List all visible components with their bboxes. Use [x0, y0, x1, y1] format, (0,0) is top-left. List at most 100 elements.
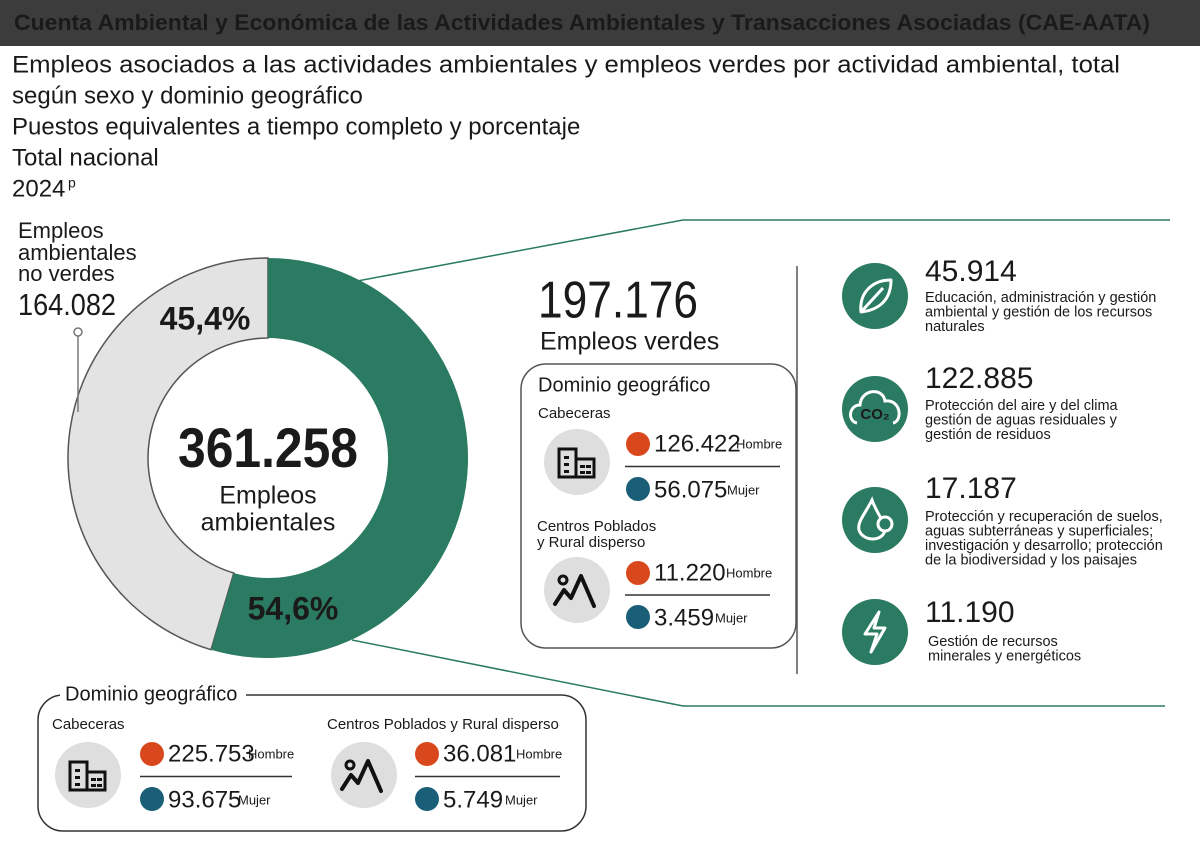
women-label: Mujer [505, 792, 538, 807]
icon-shape [574, 457, 596, 479]
activity-value: 11.190 [925, 596, 1015, 629]
non-green-value: 164.082 [18, 287, 116, 322]
area-name: Centros Poblados [537, 518, 656, 535]
men-value: 36.081 [443, 740, 516, 767]
activity-value: 17.187 [925, 472, 1017, 505]
men-value: 11.220 [654, 559, 726, 586]
icon-shape [97, 784, 102, 787]
men-label: Hombre [516, 746, 562, 761]
women-value: 93.675 [168, 786, 241, 813]
icon-circle [842, 599, 908, 665]
activity-icon [849, 390, 901, 425]
women-label: Mujer [715, 610, 748, 625]
women-dot [626, 477, 650, 501]
leader-dot [73, 327, 83, 337]
activity-icon [857, 496, 894, 541]
icon-shape [75, 769, 80, 772]
activity-description: investigación y desarrollo; protección [925, 538, 1163, 554]
activity-description: Educación, administración y gestión [925, 290, 1156, 306]
icon-shape [859, 278, 893, 314]
women-dot [415, 787, 439, 811]
area-name: Cabeceras [52, 716, 125, 733]
icon-shape [586, 471, 591, 474]
men-dot [140, 742, 164, 766]
area-name: y Rural disperso [537, 534, 645, 551]
domain-box [37, 694, 587, 832]
icon-shape [75, 783, 80, 786]
donut-slice [210, 258, 469, 659]
subtitle-line: Empleos asociados a las actividades ambi… [12, 51, 1120, 78]
men-value: 126.422 [654, 430, 741, 457]
icon-circle [544, 557, 610, 623]
activity-description: minerales y energéticos [928, 648, 1081, 664]
subtitle-line: según sexo y dominio geográfico [12, 82, 363, 109]
zoom-line [351, 219, 1170, 283]
subtitle-year: 2024 [12, 175, 65, 202]
domain-title: Dominio geográfico [65, 683, 237, 705]
activity-description: naturales [925, 319, 985, 335]
mountain-icon [340, 759, 383, 793]
women-value: 56.075 [654, 476, 727, 503]
icon-shape [97, 778, 102, 781]
icon-shape [564, 456, 569, 459]
activity-description: gestión de aguas residuales y [925, 412, 1118, 428]
activity-value: 45.914 [925, 255, 1017, 288]
activity-value: 122.885 [925, 362, 1033, 395]
women-value: 3.459 [654, 604, 714, 631]
icon-label: CO₂ [860, 406, 889, 423]
men-label: Hombre [248, 746, 294, 761]
icon-circle [842, 376, 908, 442]
mountain-icon [553, 574, 596, 608]
men-label: Hombre [736, 436, 782, 451]
women-label: Mujer [727, 482, 760, 497]
activity-icon [859, 278, 893, 314]
activity-description: de la biodiversidad y los paisajes [925, 552, 1137, 568]
icon-circle [331, 742, 397, 808]
subtitle-line: Puestos equivalentes a tiempo completo y… [12, 113, 580, 140]
title-backdrop [60, 684, 246, 706]
icon-shape [340, 759, 383, 793]
building-icon [557, 447, 596, 479]
subtitle-year-mark: p [68, 175, 76, 191]
icon-shape [75, 776, 80, 779]
icon-shape [863, 610, 887, 654]
header-title: Cuenta Ambiental y Económica de las Acti… [14, 10, 1150, 35]
activity-description: gestión de residuos [925, 427, 1051, 443]
women-label: Mujer [238, 792, 271, 807]
area-name: Centros Poblados y Rural disperso [327, 716, 559, 733]
icon-shape [91, 784, 96, 787]
men-value: 225.753 [168, 740, 255, 767]
activity-description: Gestión de recursos [928, 634, 1058, 650]
donut-total: 361.258 [178, 416, 358, 479]
icon-shape [580, 471, 585, 474]
icon-shape [586, 465, 591, 468]
activity-icon [863, 610, 887, 654]
domain-title: Dominio geográfico [538, 374, 710, 396]
icon-shape [849, 390, 901, 425]
icon-shape [564, 470, 569, 473]
donut-total-label: ambientales [201, 509, 336, 537]
women-dot [140, 787, 164, 811]
green-label: Empleos verdes [540, 328, 719, 356]
icon-shape [580, 465, 585, 468]
area-name: Cabeceras [538, 405, 611, 422]
activity-description: Protección del aire y del clima [925, 398, 1119, 414]
icon-circle [842, 487, 908, 553]
icon-shape [91, 778, 96, 781]
activity-description: ambiental y gestión de los recursos [925, 304, 1152, 320]
donut-label: 54,6% [248, 590, 339, 626]
header-bar [0, 0, 1200, 46]
activity-description: aguas subterráneas y superficiales; [925, 523, 1153, 539]
non-green-label: ambientales [18, 240, 137, 265]
icon-shape [564, 463, 569, 466]
icon-shape [553, 574, 596, 608]
activity-description: Protección y recuperación de suelos, [925, 509, 1163, 525]
men-dot [415, 742, 439, 766]
non-green-label: Empleos [18, 218, 104, 243]
donut-slice [67, 257, 269, 651]
donut-total-label: Empleos [219, 482, 316, 510]
subtitle-line: Total nacional [12, 144, 159, 171]
